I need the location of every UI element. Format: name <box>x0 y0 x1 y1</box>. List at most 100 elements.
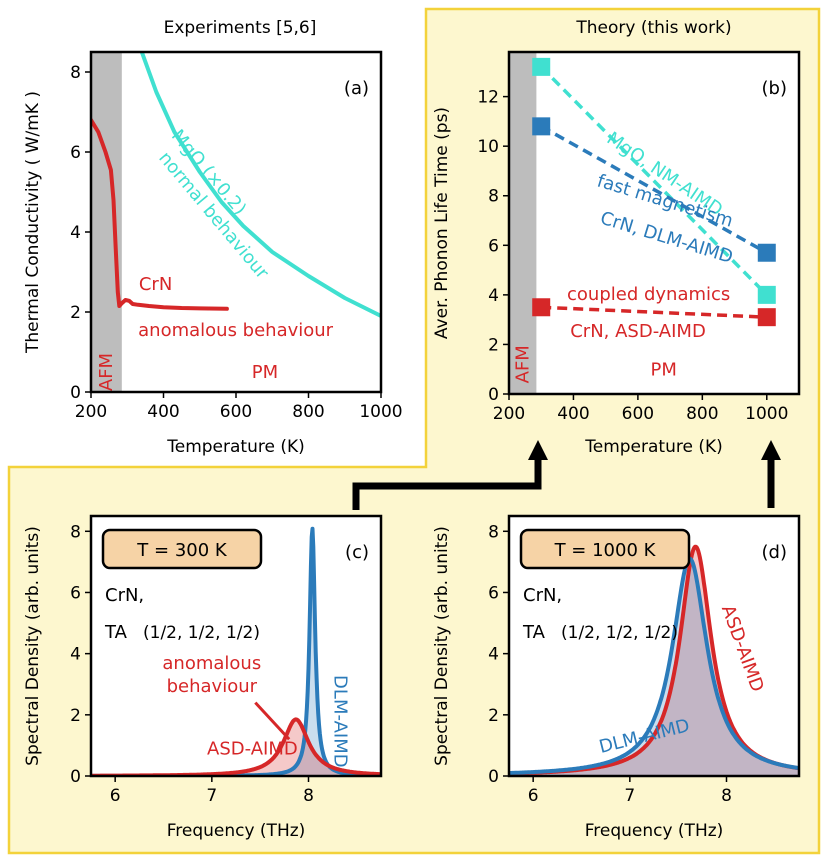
y-tick-label: 4 <box>70 645 81 665</box>
panel-label: (b) <box>762 78 787 99</box>
panel-a-title: Experiments [5,6] <box>164 18 317 38</box>
arrow-c-to-b <box>352 455 542 510</box>
x-tick-label: 1000 <box>359 402 402 422</box>
arrowhead-d-to-b <box>761 440 781 460</box>
y-axis-label: Spectral Density (arb. units) <box>432 526 452 766</box>
region-label-pm: PM <box>650 359 676 380</box>
region-label-pm: PM <box>252 362 278 383</box>
annotation-3: behaviour <box>167 676 258 697</box>
x-tick-label: 600 <box>622 404 654 424</box>
y-tick-label: 4 <box>488 286 499 306</box>
x-tick-label: 8 <box>303 786 314 806</box>
series-line-mgo-nm-aimd <box>539 65 769 297</box>
spectral-fill-dlm-aimd <box>91 528 381 776</box>
x-tick-label: 400 <box>557 404 589 424</box>
mode-label-material: CrN, <box>523 585 562 606</box>
y-tick-label: 6 <box>70 583 81 603</box>
temperature-label: T = 1000 K <box>554 540 657 561</box>
y-tick-label: 0 <box>70 767 81 787</box>
x-tick-label: 8 <box>721 786 732 806</box>
x-tick-label: 800 <box>686 404 718 424</box>
x-tick-label: 7 <box>624 786 635 806</box>
x-tick-label: 6 <box>110 786 121 806</box>
x-axis-label: Frequency (THz) <box>167 821 306 841</box>
y-tick-label: 2 <box>70 303 81 323</box>
temperature-box <box>101 528 263 570</box>
y-tick-label: 2 <box>488 335 499 355</box>
mode-label-branch: TA <box>522 622 546 643</box>
series-line-crn-dlm-aimd <box>540 124 768 255</box>
mode-label-branch: TA <box>104 622 128 643</box>
y-tick-label: 6 <box>488 583 499 603</box>
mode-label-material: CrN, <box>105 585 144 606</box>
region-label-afm: AFM <box>96 353 117 391</box>
data-point-crn-dlm-aimd <box>757 243 776 262</box>
y-tick-label: 12 <box>477 88 499 108</box>
x-axis-label: Temperature (K) <box>166 437 305 457</box>
x-tick-label: 600 <box>220 402 252 422</box>
connector-arrows <box>352 440 781 510</box>
data-point-crn-asd-aimd <box>757 308 776 327</box>
y-tick-label: 6 <box>488 236 499 256</box>
y-axis-label: Thermal Conductivity ( W/mK ) <box>23 91 43 354</box>
annotation-2: anomalous <box>162 653 261 674</box>
axes-frame <box>89 514 383 778</box>
plot-area <box>91 52 381 392</box>
x-tick-label: 7 <box>206 786 217 806</box>
annotation-4: CrN, ASD-AIMD <box>570 321 706 342</box>
temperature-label: T = 300 K <box>136 540 228 561</box>
y-tick-label: 2 <box>70 706 81 726</box>
panel-label: (c) <box>345 542 369 563</box>
afm-shaded-region <box>91 52 122 392</box>
annotation-1: ASD-AIMD <box>207 739 298 760</box>
y-axis-label: Spectral Density (arb. units) <box>23 526 43 766</box>
x-tick-label: 200 <box>493 404 525 424</box>
x-tick-label: 6 <box>528 786 539 806</box>
y-tick-label: 8 <box>488 187 499 207</box>
series-line-mgo <box>139 52 381 318</box>
y-tick-label: 0 <box>488 385 499 405</box>
x-tick-label: 200 <box>75 402 107 422</box>
annotation-pointer-line <box>254 701 291 741</box>
plot-content <box>509 544 799 776</box>
afm-shaded-region <box>509 52 537 394</box>
data-point-crn-dlm-aimd <box>532 117 551 136</box>
y-tick-label: 0 <box>488 767 499 787</box>
series-line-crn-asd-aimd <box>541 305 767 319</box>
data-point-mgo-nm-aimd <box>757 285 776 304</box>
plot-content <box>509 52 776 394</box>
y-tick-label: 10 <box>477 137 499 157</box>
plot-area <box>509 52 799 394</box>
panel-label: (a) <box>344 78 369 99</box>
q-point-label: (1/2, 1/2, 1/2) <box>561 623 678 643</box>
series-line-crn <box>91 118 229 311</box>
y-tick-label: 8 <box>488 522 499 542</box>
arrowhead-c-to-b <box>528 440 548 460</box>
annotation-3: coupled dynamics <box>567 284 730 305</box>
spectral-line-dlm-aimd <box>509 556 799 775</box>
annotation-0: DLM-AIMD <box>330 675 351 768</box>
annotation-0: CrN <box>139 274 172 295</box>
y-tick-label: 6 <box>70 143 81 163</box>
axes-frame <box>507 514 801 778</box>
region-label-afm: AFM <box>513 345 534 383</box>
data-point-mgo-nm-aimd <box>532 57 551 76</box>
y-tick-label: 8 <box>70 522 81 542</box>
q-point-label: (1/2, 1/2, 1/2) <box>143 623 260 643</box>
y-tick-label: 8 <box>70 63 81 83</box>
panel-b-title: Theory (this work) <box>575 18 731 38</box>
temperature-box <box>519 528 691 570</box>
x-tick-label: 800 <box>292 402 324 422</box>
data-point-crn-asd-aimd <box>532 298 551 317</box>
y-tick-label: 4 <box>488 645 499 665</box>
y-axis-label: Aver. Phonon Life Time (ps) <box>432 107 452 339</box>
x-axis-label: Temperature (K) <box>584 437 723 457</box>
panel-c-spectral-density-300K: T = 300 K CrN, TA (1/2, 1/2, 1/2) DLM-AIMD AS… <box>23 514 383 841</box>
y-tick-label: 4 <box>70 223 81 243</box>
spectral-fill-asd-aimd <box>91 719 381 776</box>
x-axis-label: Frequency (THz) <box>585 821 724 841</box>
annotation-1: anomalous behaviour <box>138 320 334 341</box>
